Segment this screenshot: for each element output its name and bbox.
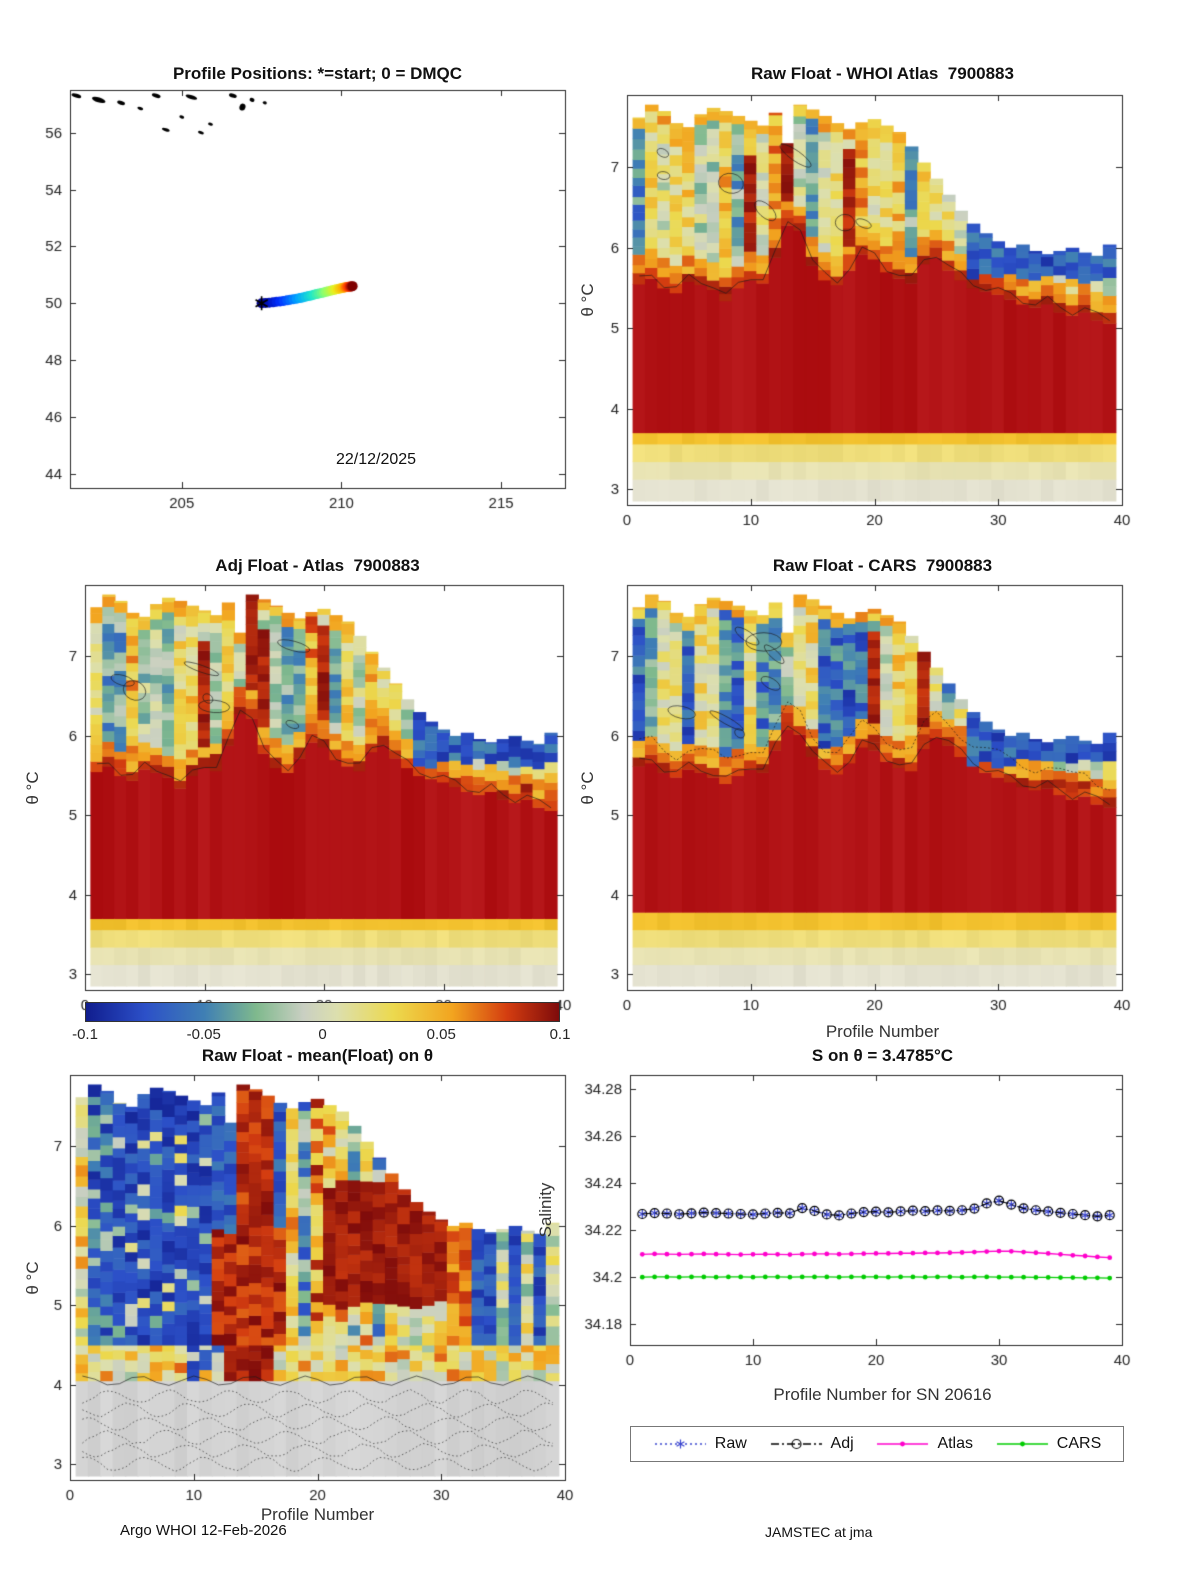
- legend-item-atlas: Atlas: [875, 1435, 973, 1453]
- raw-mean-xlabel: Profile Number: [260, 1505, 375, 1524]
- raw-cars-xlabel: Profile Number: [825, 1022, 940, 1041]
- profile-positions-map: [15, 60, 600, 535]
- legend-label-raw: Raw: [714, 1435, 747, 1452]
- legend-sample-atlas: [875, 1436, 931, 1452]
- footer-left: Argo WHOI 12-Feb-2026: [120, 1522, 287, 1539]
- colorbar-ticks: -0.1 -0.05 0 0.05 0.1: [72, 1026, 570, 1046]
- adj-atlas-heatmap: [15, 550, 600, 1035]
- legend-sample-raw: [652, 1436, 708, 1452]
- series-legend: Raw Adj Atlas CARS: [630, 1426, 1124, 1462]
- legend-sample-cars: [994, 1436, 1050, 1452]
- footer-right: JAMSTEC at jma: [765, 1524, 873, 1540]
- raw-mean-heatmap: [15, 1040, 600, 1545]
- raw-atlas-heatmap: [575, 60, 1190, 545]
- adj-atlas-ylabel: θ °C: [23, 771, 42, 805]
- legend-label-adj: Adj: [830, 1435, 854, 1452]
- legend-sample-adj: [768, 1436, 824, 1452]
- anomaly-colorbar: [85, 1002, 560, 1022]
- series-ylabel: Salinity: [536, 1182, 555, 1238]
- salinity-series-plot: [555, 1040, 1200, 1380]
- colorbar-tick: 0: [318, 1026, 327, 1043]
- legend-label-cars: CARS: [1056, 1435, 1102, 1452]
- raw-mean-ylabel: θ °C: [23, 1261, 42, 1295]
- map-date-label: 22/12/2025: [335, 451, 417, 468]
- colorbar-tick: 0.05: [426, 1026, 456, 1043]
- legend-item-adj: Adj: [768, 1435, 854, 1453]
- legend-item-cars: CARS: [994, 1435, 1102, 1453]
- colorbar-tick: -0.1: [72, 1026, 98, 1043]
- raw-cars-heatmap: [575, 550, 1190, 1035]
- series-xlabel: Profile Number for SN 20616: [773, 1385, 992, 1404]
- colorbar-tick: -0.05: [186, 1026, 221, 1043]
- raw-cars-ylabel: θ °C: [578, 771, 597, 805]
- legend-label-atlas: Atlas: [937, 1435, 974, 1452]
- legend-item-raw: Raw: [652, 1435, 747, 1453]
- raw-atlas-ylabel: θ °C: [578, 283, 597, 317]
- colorbar-tick: 0.1: [549, 1026, 571, 1043]
